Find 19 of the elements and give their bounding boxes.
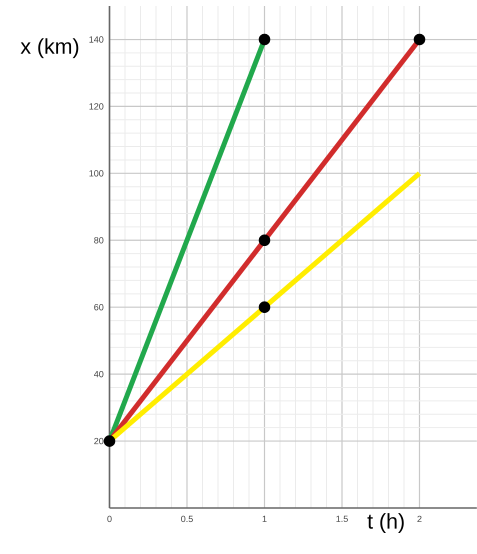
y-tick-label: 20 <box>94 438 104 444</box>
y-tick-label: 80 <box>94 237 104 244</box>
y-tick-label: 40 <box>94 370 104 378</box>
point <box>104 435 116 447</box>
x-tick-label: 0 <box>107 516 112 522</box>
x-tick-label: 1 <box>262 516 267 522</box>
y-tick-label: 120 <box>89 103 104 110</box>
x-tick-label: 0.5 <box>181 516 193 522</box>
point <box>414 34 426 46</box>
point <box>258 301 270 313</box>
point <box>258 234 270 246</box>
y-axis-title: x (km) <box>20 38 78 58</box>
y-tick-label: 140 <box>89 36 104 43</box>
x-tick-label: 2 <box>417 516 422 522</box>
x-tick-label: 1.5 <box>336 516 348 522</box>
y-tick-label: 60 <box>94 304 104 310</box>
x-axis-title: t (h) <box>367 513 404 533</box>
point <box>258 34 270 46</box>
y-tick-label: 100 <box>89 170 104 177</box>
